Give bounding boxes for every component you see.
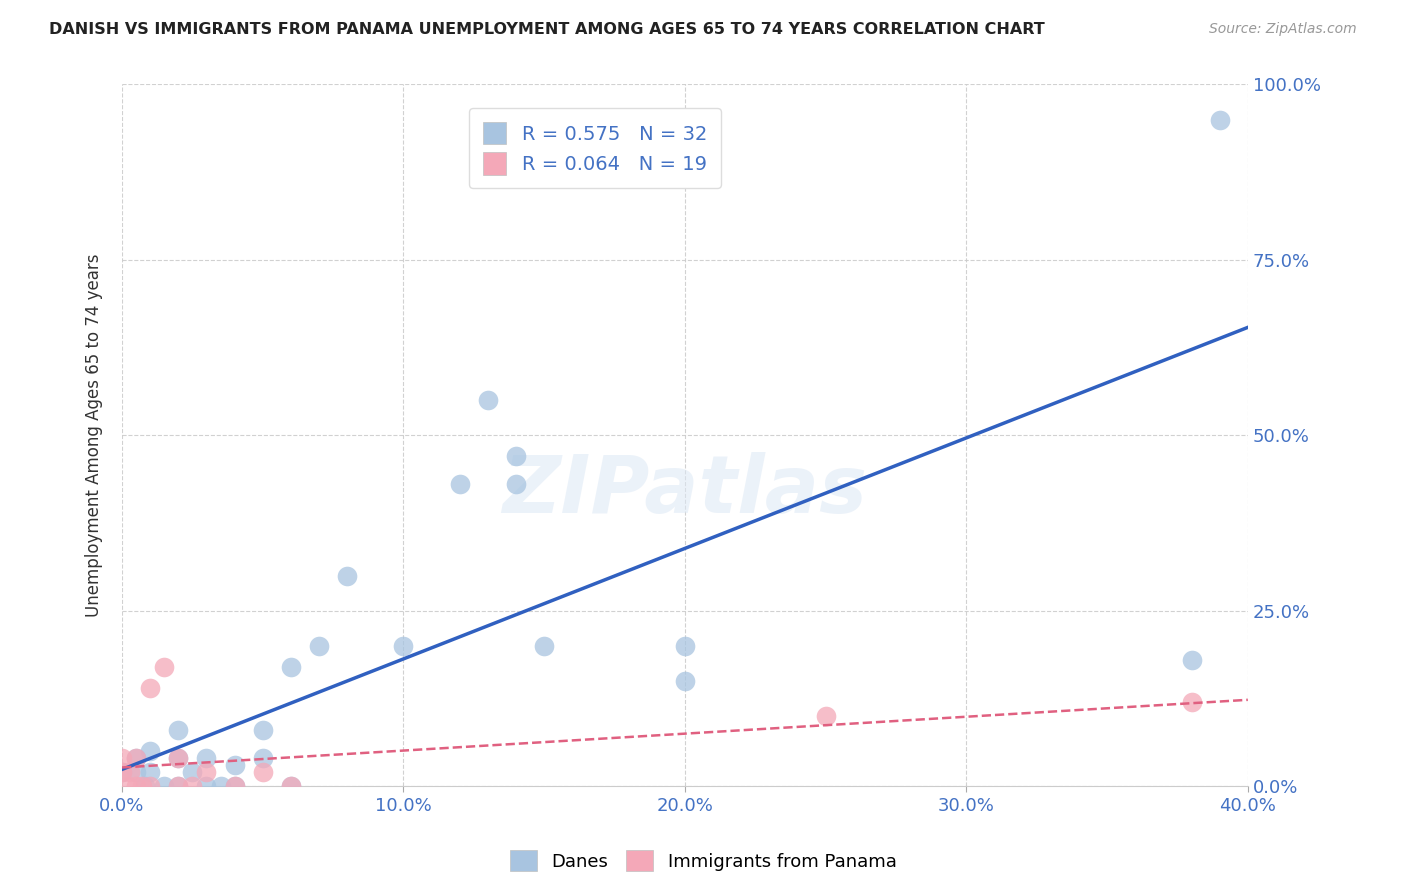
Point xyxy=(1208,112,1230,127)
Point xyxy=(280,779,302,793)
Point xyxy=(139,765,162,780)
Point xyxy=(336,568,359,582)
Y-axis label: Unemployment Among Ages 65 to 74 years: Unemployment Among Ages 65 to 74 years xyxy=(86,253,103,617)
Point xyxy=(308,639,330,653)
Point xyxy=(111,751,134,765)
Point xyxy=(280,779,302,793)
Point xyxy=(224,758,246,772)
Point xyxy=(224,779,246,793)
Point xyxy=(139,744,162,758)
Point xyxy=(505,450,527,464)
Point xyxy=(125,779,148,793)
Point xyxy=(139,779,162,793)
Point xyxy=(167,751,190,765)
Legend: Danes, Immigrants from Panama: Danes, Immigrants from Panama xyxy=(502,843,904,879)
Text: Source: ZipAtlas.com: Source: ZipAtlas.com xyxy=(1209,22,1357,37)
Point xyxy=(125,751,148,765)
Point xyxy=(167,779,190,793)
Point xyxy=(252,765,274,780)
Point xyxy=(814,709,837,723)
Point xyxy=(167,751,190,765)
Point xyxy=(167,723,190,737)
Point xyxy=(167,779,190,793)
Point xyxy=(1180,695,1202,709)
Point xyxy=(181,765,204,780)
Point xyxy=(195,751,218,765)
Point xyxy=(533,639,555,653)
Point xyxy=(280,660,302,674)
Legend: R = 0.575   N = 32, R = 0.064   N = 19: R = 0.575 N = 32, R = 0.064 N = 19 xyxy=(470,108,721,188)
Point xyxy=(252,751,274,765)
Point xyxy=(134,779,156,793)
Point xyxy=(153,660,176,674)
Text: ZIPatlas: ZIPatlas xyxy=(502,452,868,531)
Point xyxy=(125,765,148,780)
Point xyxy=(477,393,499,408)
Point xyxy=(1180,653,1202,667)
Point xyxy=(505,477,527,491)
Point xyxy=(224,779,246,793)
Point xyxy=(252,723,274,737)
Point xyxy=(181,779,204,793)
Point xyxy=(125,751,148,765)
Text: DANISH VS IMMIGRANTS FROM PANAMA UNEMPLOYMENT AMONG AGES 65 TO 74 YEARS CORRELAT: DANISH VS IMMIGRANTS FROM PANAMA UNEMPLO… xyxy=(49,22,1045,37)
Point xyxy=(111,765,134,780)
Point xyxy=(111,765,134,780)
Point xyxy=(153,779,176,793)
Point xyxy=(449,477,471,491)
Point xyxy=(195,779,218,793)
Point xyxy=(120,765,142,780)
Point xyxy=(131,779,153,793)
Point xyxy=(209,779,232,793)
Point xyxy=(195,765,218,780)
Point xyxy=(392,639,415,653)
Point xyxy=(139,681,162,695)
Point xyxy=(117,779,139,793)
Point xyxy=(673,639,696,653)
Point xyxy=(673,673,696,688)
